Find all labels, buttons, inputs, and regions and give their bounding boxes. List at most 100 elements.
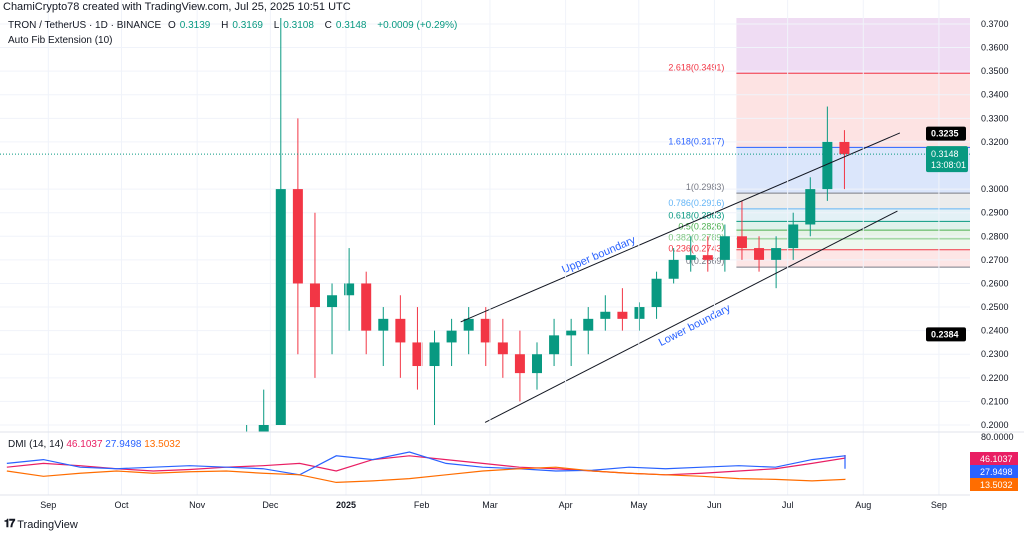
candle-body — [685, 255, 696, 260]
symbol-legend: TRON / TetherUS · 1D · BINANCE O 0.3139 H… — [8, 20, 461, 31]
tradingview-logo[interactable]: 𝟏𝟕 TradingView — [4, 518, 78, 531]
y-tick-label: 0.3600 — [981, 43, 1009, 53]
fib-zone — [736, 208, 970, 222]
dmi-value-1: 46.1037 — [66, 439, 103, 450]
y-tick-label: 0.2900 — [981, 208, 1009, 218]
ohlc-low: L 0.3108 — [274, 20, 318, 31]
chart-credit: ChamiCrypto78 created with TradingView.c… — [3, 1, 351, 13]
dmi-line — [6, 451, 846, 476]
fib-zone — [736, 221, 970, 231]
fib-level-label: 1.618(0.3177) — [668, 136, 724, 146]
x-tick-label: Feb — [414, 500, 430, 510]
candle-body — [429, 342, 440, 367]
candle-body — [412, 342, 423, 367]
dmi-legend[interactable]: DMI (14, 14) 46.1037 27.9498 13.5032 — [8, 439, 180, 450]
y-tick-label: 0.2100 — [981, 396, 1009, 406]
candle-body — [309, 283, 320, 308]
dmi-value-tag-bg — [970, 465, 1018, 478]
candle-body — [600, 311, 611, 319]
x-tick-label: Jul — [782, 500, 794, 510]
candle-body — [668, 259, 679, 279]
x-tick-label: Apr — [559, 500, 573, 510]
y-tick-label: 0.2600 — [981, 278, 1009, 288]
candle-body — [497, 342, 508, 355]
x-tick-label: May — [630, 500, 648, 510]
dmi-line — [6, 454, 846, 476]
candle-body — [275, 189, 286, 425]
candle-body — [549, 335, 560, 355]
fib-zone — [736, 193, 970, 209]
fib-level-label: 1(0.2983) — [686, 182, 725, 192]
x-tick-label: Sep — [40, 500, 56, 510]
fib-level-label: 0.618(0.2863) — [668, 210, 724, 220]
candle-body — [651, 278, 662, 308]
candle-body — [617, 311, 628, 319]
y-tick-label: 0.3500 — [981, 66, 1009, 76]
x-tick-label: Nov — [189, 500, 206, 510]
y-tick-label: 0.2700 — [981, 255, 1009, 265]
fib-level-label: 0.5(0.2826) — [678, 221, 724, 231]
candle-body — [292, 189, 303, 284]
fib-zone — [736, 238, 970, 250]
candle-body — [480, 318, 491, 343]
x-tick-label: Mar — [482, 500, 498, 510]
price-tag: 0.3235 — [931, 129, 959, 139]
candle-body — [583, 318, 594, 331]
fib-level-label: 0.236(0.2743) — [668, 243, 724, 253]
ohlc-high: H 0.3169 — [221, 20, 267, 31]
ohlc-close-label: C — [324, 20, 332, 31]
y-tick-label: 0.2400 — [981, 326, 1009, 336]
y-tick-label: 0.3700 — [981, 19, 1009, 29]
upper-boundary-label: Upper boundary — [560, 234, 638, 276]
candle-body — [566, 330, 577, 336]
candle-body — [788, 224, 799, 249]
candle-body — [702, 255, 713, 260]
candle-body — [532, 354, 542, 374]
candle-body — [771, 248, 782, 260]
tradingview-logo-icon: 𝟏𝟕 — [4, 518, 15, 530]
candle-body — [736, 236, 747, 249]
brand-name: TradingView — [17, 518, 78, 531]
indicator-legend[interactable]: Auto Fib Extension (10) — [8, 35, 113, 46]
y-tick-label: 0.3300 — [981, 113, 1009, 123]
price-tag-bg — [926, 126, 966, 141]
price-tag: 0.2384 — [931, 329, 959, 339]
candle-body — [822, 141, 833, 190]
fib-zone — [736, 249, 970, 268]
y-tick-label: 0.3200 — [981, 137, 1009, 147]
ohlc-high-value: 0.3169 — [232, 20, 263, 31]
ohlc-low-label: L — [273, 20, 280, 31]
dmi-line — [6, 466, 846, 484]
countdown-timer: 13:08:01 — [931, 160, 966, 170]
x-tick-label: Dec — [262, 500, 279, 510]
candle-body — [719, 236, 730, 260]
dmi-label: DMI (14, 14) — [8, 439, 64, 450]
dmi-value-tag-bg — [970, 452, 1018, 465]
ohlc-low-value: 0.3108 — [283, 20, 314, 31]
fib-zone — [736, 230, 970, 239]
x-tick-label: Jun — [707, 500, 722, 510]
ohlc-change: +0.0009 (+0.29%) — [377, 20, 458, 31]
upper-boundary-line — [460, 132, 901, 323]
candle-body — [361, 283, 372, 331]
y-tick-label: 0.2300 — [981, 349, 1009, 359]
x-tick-label: Oct — [115, 500, 130, 510]
candle-body — [242, 437, 252, 484]
dmi-value-3: 13.5032 — [144, 439, 181, 450]
ohlc-close-value: 0.3148 — [335, 20, 367, 31]
symbol-title[interactable]: TRON / TetherUS · 1D · BINANCE — [8, 20, 162, 31]
ohlc-open-value: 0.3139 — [179, 20, 211, 31]
candle-body — [378, 318, 389, 331]
y-tick-label: 0.2800 — [981, 231, 1009, 241]
fib-zone-top — [736, 18, 970, 74]
y-tick-label: 0.2500 — [981, 302, 1009, 312]
fib-level-label: 0.382(0.2789) — [668, 232, 724, 242]
ohlc-open: O 0.3139 — [168, 20, 214, 31]
ohlc-open-label: O — [167, 20, 176, 31]
candle-body — [805, 189, 816, 225]
candle-body — [754, 248, 765, 260]
lower-boundary-label: Lower boundary — [657, 302, 733, 349]
price-tag-bg — [926, 327, 966, 342]
dmi-top-label: 80.0000 — [981, 432, 1014, 442]
